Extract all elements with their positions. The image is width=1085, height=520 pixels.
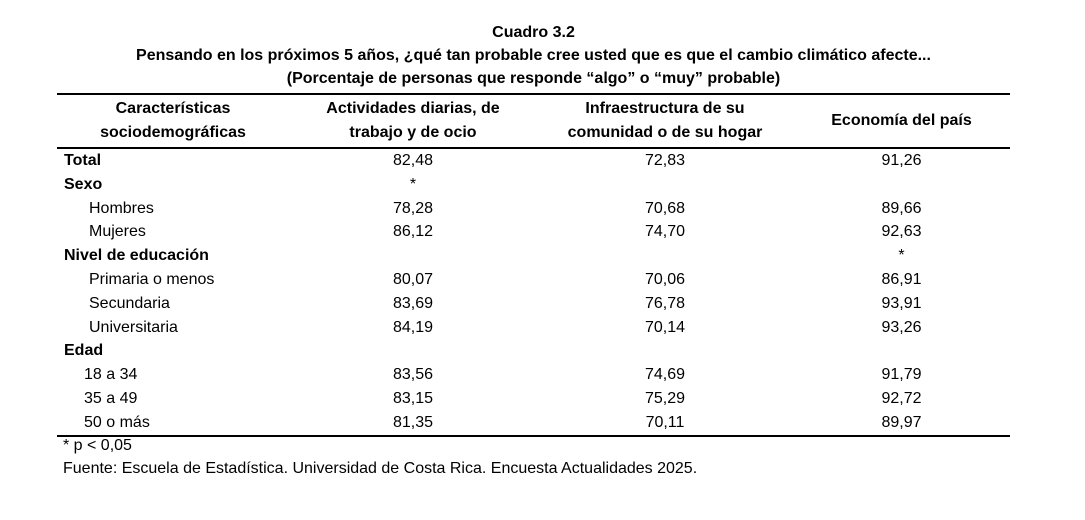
cell-value [537, 339, 793, 363]
table-row: Secundaria 83,69 76,78 93,91 [57, 292, 1010, 316]
cell-value: 70,68 [644, 199, 686, 217]
cell-value: 70,11 [645, 413, 685, 431]
header-economy: Economía del país [793, 94, 1010, 149]
table-subtitle: (Porcentaje de personas que responde “al… [286, 70, 781, 87]
cell-value [289, 244, 537, 268]
cell-value: * [409, 175, 417, 193]
header-characteristics: Características sociodemográficas [57, 94, 289, 149]
row-label: Secundaria [89, 294, 170, 312]
cell-value [289, 339, 537, 363]
source-note: Fuente: Escuela de Estadística. Universi… [63, 460, 698, 477]
cell-value: 70,06 [644, 270, 686, 288]
table-row: 50 o más 81,35 70,11 89,97 [57, 411, 1010, 436]
table-row: Mujeres 86,12 74,70 92,63 [57, 220, 1010, 244]
cell-value: 74,70 [644, 223, 686, 241]
cell-value: 84,19 [392, 318, 434, 336]
cell-value: 91,26 [881, 152, 922, 169]
row-label: 50 o más [84, 413, 150, 431]
cell-value: 80,07 [392, 270, 434, 288]
cell-value: 75,29 [644, 389, 686, 407]
header-row: Características sociodemográficas Activi… [57, 94, 1010, 149]
cell-value: 72,83 [644, 152, 686, 169]
row-label: Universitaria [89, 318, 178, 336]
cell-value: 83,15 [392, 389, 434, 407]
cell-value: 93,91 [881, 294, 922, 312]
cell-value: 86,12 [392, 223, 434, 241]
table-row: Primaria o menos 80,07 70,06 86,91 [57, 268, 1010, 292]
table-caption: Cuadro 3.2 Pensando en los próximos 5 añ… [57, 21, 1010, 90]
row-label: Mujeres [89, 223, 146, 241]
header-infrastructure: Infraestructura de su comunidad o de su … [537, 94, 793, 149]
table-row: Nivel de educación * [57, 244, 1010, 268]
significance-note: * p < 0,05 [63, 437, 132, 454]
cell-value [537, 244, 793, 268]
cell-value: 74,69 [644, 366, 686, 384]
cell-value: 92,72 [881, 389, 922, 407]
cell-value: 83,69 [392, 294, 434, 312]
cell-value: 91,79 [881, 366, 922, 384]
cell-value: 70,14 [644, 318, 686, 336]
cell-value: 89,97 [881, 413, 922, 431]
cell-value [793, 339, 1010, 363]
table-title: Pensando en los próximos 5 años, ¿qué ta… [136, 47, 931, 64]
cell-value: 93,26 [881, 318, 922, 336]
table-row: Edad [57, 339, 1010, 363]
cell-value [537, 173, 793, 197]
cell-value: * [898, 247, 905, 265]
cell-value: 82,48 [392, 152, 434, 169]
cell-value: 81,35 [392, 413, 434, 431]
header-daily-activities: Actividades diarias, de trabajo y de oci… [289, 94, 537, 149]
group-label: Nivel de educación [64, 247, 209, 265]
table-row: Sexo * [57, 173, 1010, 197]
cell-value: 89,66 [881, 199, 922, 217]
cell-value: 86,91 [881, 270, 922, 288]
group-label: Sexo [64, 175, 103, 193]
row-label: Hombres [89, 199, 154, 217]
table-number: Cuadro 3.2 [492, 24, 575, 41]
table-notes: * p < 0,05 Fuente: Escuela de Estadístic… [63, 434, 697, 480]
data-table: Características sociodemográficas Activi… [57, 93, 1010, 437]
table-row: 18 a 34 83,56 74,69 91,79 [57, 363, 1010, 387]
cell-value: 78,28 [392, 199, 434, 217]
row-label: 18 a 34 [84, 366, 138, 384]
table-row: Universitaria 84,19 70,14 93,26 [57, 316, 1010, 340]
table-row: 35 a 49 83,15 75,29 92,72 [57, 387, 1010, 411]
group-label: Edad [64, 342, 104, 360]
row-label: Primaria o menos [89, 270, 215, 288]
table-row: Total 82,48 72,83 91,26 [57, 148, 1010, 173]
cell-value: 83,56 [392, 366, 434, 384]
row-label: Total [64, 152, 102, 169]
cell-value [793, 173, 1010, 197]
cell-value: 92,63 [881, 223, 922, 241]
table-row: Hombres 78,28 70,68 89,66 [57, 197, 1010, 221]
row-label: 35 a 49 [84, 389, 138, 407]
cell-value: 76,78 [644, 294, 686, 312]
